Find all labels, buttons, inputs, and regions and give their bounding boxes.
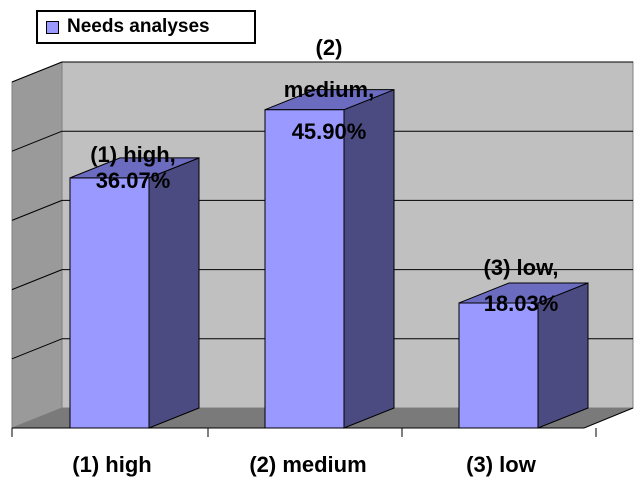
bar-front <box>264 109 345 429</box>
x-axis-depth <box>583 407 634 429</box>
data-label: (3) low, <box>484 255 559 280</box>
legend-swatch <box>46 20 59 34</box>
bar <box>69 157 200 429</box>
data-label: (1) high, <box>90 142 176 167</box>
data-label: 45.90% <box>292 119 367 144</box>
gridline-side <box>11 269 63 291</box>
bar-front <box>69 177 150 429</box>
x-tick-label: (2) medium <box>249 452 366 477</box>
data-label: 18.03% <box>484 291 559 316</box>
gridline-side <box>11 199 63 221</box>
legend-label: Needs analyses <box>67 16 210 37</box>
x-tick-label: (1) high <box>72 452 151 477</box>
bar-top <box>69 157 200 179</box>
gridline-side <box>11 130 63 152</box>
bar-top <box>458 282 589 304</box>
side-wall <box>11 61 63 429</box>
x-tick-label: (3) low <box>466 452 537 477</box>
bar <box>458 282 589 429</box>
data-label: medium, <box>284 77 374 102</box>
gridline-side <box>11 338 63 360</box>
bar-front <box>458 302 539 429</box>
data-label: (2) <box>316 35 343 60</box>
bar-side <box>148 157 200 429</box>
legend: Needs analyses <box>36 10 256 44</box>
data-label: 36.07% <box>96 168 171 193</box>
gridline-side <box>11 61 63 83</box>
bar-top <box>264 89 395 111</box>
bar <box>264 88 395 429</box>
